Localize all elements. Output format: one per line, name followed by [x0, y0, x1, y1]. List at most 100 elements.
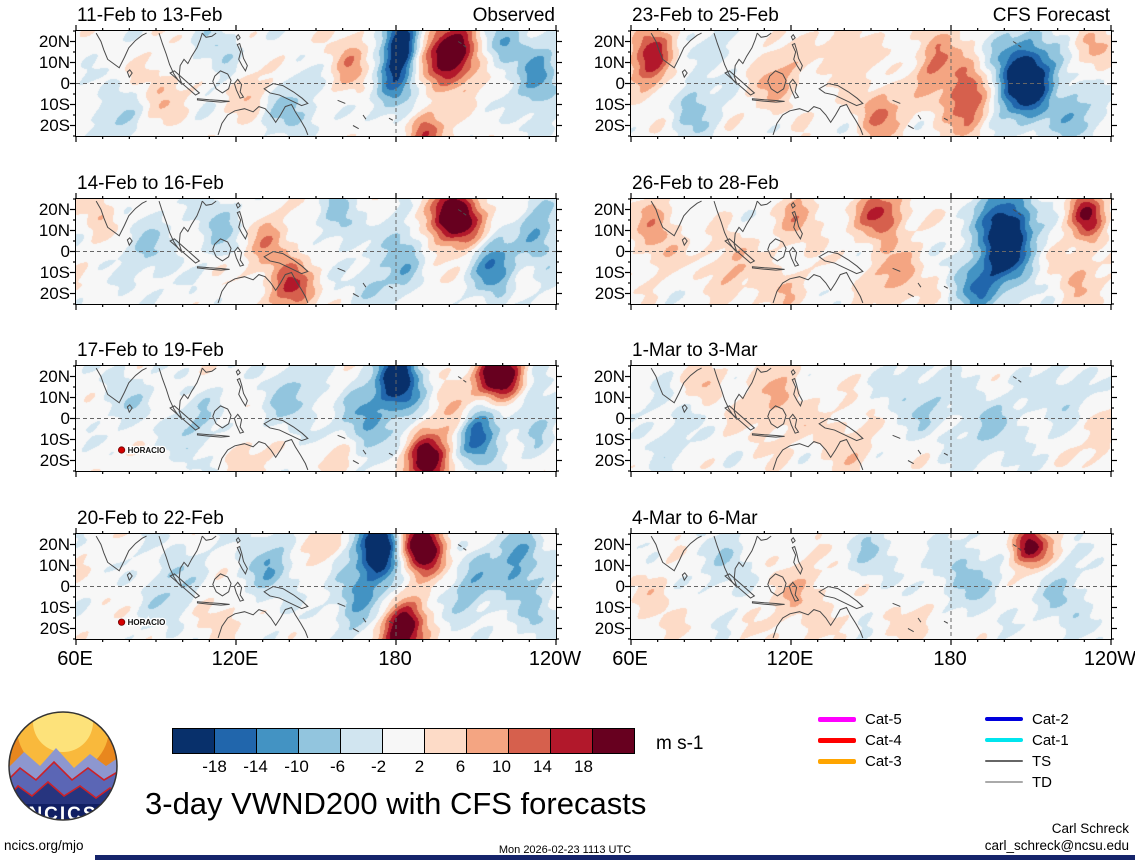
credit-name: Carl Schreck — [1051, 821, 1129, 836]
lat-axis-label: 10N — [38, 52, 70, 72]
lat-axis-label: 20N — [38, 366, 70, 386]
lat-axis-label: 10N — [593, 220, 625, 240]
lon-axis-label: 180 — [378, 648, 412, 670]
figure-title: 3-day VWND200 with CFS forecasts — [145, 786, 647, 821]
panel-date-label: 1-Mar to 3-Mar — [632, 340, 758, 361]
storm-marker — [117, 618, 126, 626]
colorbar-swatch — [593, 729, 634, 753]
lat-axis-label: 20N — [38, 534, 70, 554]
lat-axis-label: 20N — [593, 31, 625, 51]
credit-email: carl_schreck@ncsu.edu — [984, 838, 1129, 853]
map-panel: 17-Feb to 19-Feb HORACIO 20N 10N 0 10S 20S — [75, 365, 557, 472]
ncics-logo: NCICS — [8, 711, 118, 825]
lat-axis-label: 20S — [594, 618, 625, 638]
lat-axis-label: 20N — [593, 366, 625, 386]
lon-axis-label: 120W — [1083, 648, 1135, 670]
map-panel: 4-Mar to 6-Mar 20N 10N 0 10S 20S — [630, 533, 1112, 640]
map-panel: 26-Feb to 28-Feb 20N 10N 0 10S 20S — [630, 198, 1112, 305]
lat-axis-label: 10N — [38, 555, 70, 575]
lat-axis-label: 20N — [38, 199, 70, 219]
lat-axis-label: 20S — [39, 115, 70, 135]
legend-line-icon — [985, 781, 1023, 783]
panel-date-label: 14-Feb to 16-Feb — [77, 173, 224, 194]
colorbar-swatch — [341, 729, 383, 753]
legend-item: Cat-3 — [818, 752, 902, 770]
legend-item: Cat-2 — [985, 710, 1069, 728]
colorbar-swatch — [215, 729, 257, 753]
lon-axis-label: 60E — [57, 648, 93, 670]
legend-item-label: TS — [1032, 752, 1052, 770]
legend-line-icon — [985, 717, 1023, 721]
legend-item: Cat-4 — [818, 731, 902, 749]
colorbar-tick-label: -6 — [329, 757, 346, 776]
lat-axis-label: 10N — [593, 387, 625, 407]
lat-axis-label: 10N — [593, 52, 625, 72]
colorbar-swatch — [383, 729, 425, 753]
map-overlay — [76, 199, 556, 304]
map-overlay — [631, 199, 1111, 304]
ncics-logo-text: NCICS — [28, 804, 97, 825]
panel-date-label: 23-Feb to 25-Feb — [632, 5, 779, 26]
colorbar-swatch — [551, 729, 593, 753]
lat-axis-label: 20S — [594, 450, 625, 470]
colorbar-tick-label: -14 — [243, 757, 268, 776]
lon-axis-label: 120E — [766, 648, 814, 670]
legend-line-icon — [818, 758, 856, 764]
lat-axis-label: 10S — [39, 597, 70, 617]
site-label: ncics.org/mjo — [4, 838, 84, 853]
colorbar-tick-label: -2 — [370, 757, 387, 776]
lat-axis-label: 20N — [593, 199, 625, 219]
lat-axis-label: 0 — [615, 73, 625, 93]
lat-axis-label: 10S — [39, 262, 70, 282]
map-overlay — [76, 31, 556, 136]
legend-line-icon — [818, 737, 856, 743]
lat-axis-label: 10S — [594, 94, 625, 114]
colorbar-swatch — [509, 729, 551, 753]
lat-axis-label: 0 — [60, 576, 70, 596]
panel-date-label: 4-Mar to 6-Mar — [632, 508, 758, 529]
colorbar — [172, 728, 635, 754]
colorbar-tick-label: -18 — [202, 757, 227, 776]
lat-axis-label: 20S — [39, 283, 70, 303]
legend-item: Cat-5 — [818, 710, 902, 728]
panel-source-label: CFS Forecast — [992, 5, 1110, 26]
lat-axis-label: 0 — [60, 73, 70, 93]
legend-line-icon — [818, 716, 856, 722]
map-overlay — [631, 534, 1111, 639]
units-label: m s-1 — [656, 733, 704, 754]
storm-label: HORACIO — [128, 446, 166, 455]
legend-item-label: Cat-4 — [865, 731, 902, 749]
colorbar-swatch — [299, 729, 341, 753]
panel-date-label: 11-Feb to 13-Feb — [77, 5, 223, 26]
lat-axis-label: 20N — [38, 31, 70, 51]
legend-item-label: Cat-2 — [1032, 710, 1069, 728]
lat-axis-label: 10N — [38, 387, 70, 407]
colorbar-tick-label: 6 — [455, 757, 466, 776]
lat-axis-label: 20S — [39, 618, 70, 638]
legend-line-icon — [985, 738, 1023, 742]
legend-item: Cat-1 — [985, 731, 1069, 749]
map-overlay: HORACIO — [76, 534, 556, 639]
colorbar-tick-label: -10 — [284, 757, 309, 776]
legend-item-label: Cat-5 — [865, 710, 902, 728]
lat-axis-label: 20S — [594, 115, 625, 135]
lon-axis-label: 120W — [528, 648, 582, 670]
lon-axis-label: 180 — [933, 648, 967, 670]
panel-date-label: 26-Feb to 28-Feb — [632, 173, 779, 194]
lat-axis-label: 20S — [39, 450, 70, 470]
lat-axis-label: 0 — [615, 241, 625, 261]
lat-axis-label: 10N — [593, 555, 625, 575]
map-panel: 11-Feb to 13-Feb Observed 20N 10N 0 10S 20S — [75, 30, 557, 137]
lat-axis-label: 10S — [39, 429, 70, 449]
storm-label: HORACIO — [128, 618, 166, 627]
ncics-logo-art: NCICS — [9, 712, 117, 825]
lat-axis-label: 10N — [38, 220, 70, 240]
legend-item-label: Cat-1 — [1032, 731, 1069, 749]
panel-date-label: 17-Feb to 19-Feb — [77, 340, 224, 361]
colorbar-tick-label: 10 — [492, 757, 511, 776]
legend-line-icon — [985, 759, 1023, 763]
credit-block: Carl Schreck carl_schreck@ncsu.edu — [985, 820, 1129, 854]
lat-axis-label: 0 — [615, 408, 625, 428]
legend-item-label: Cat-3 — [865, 752, 902, 770]
